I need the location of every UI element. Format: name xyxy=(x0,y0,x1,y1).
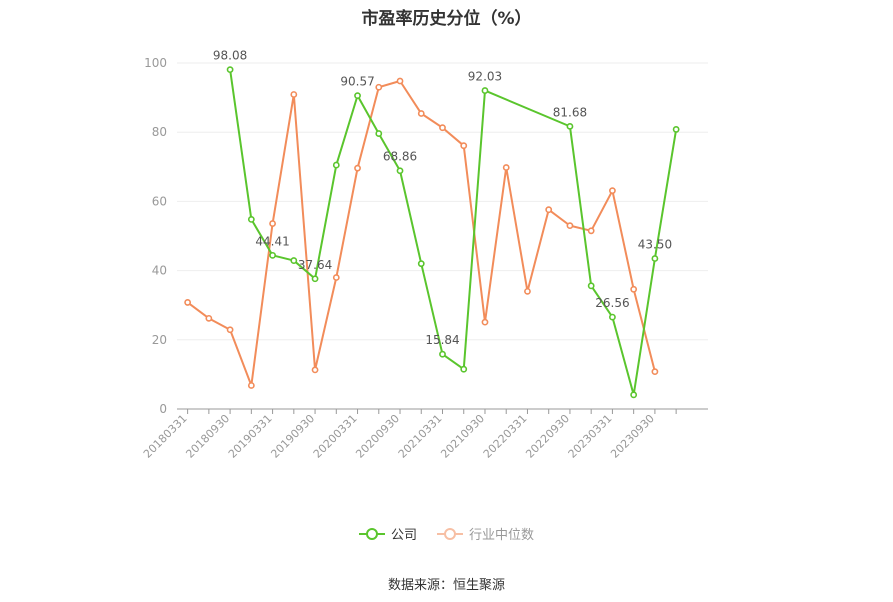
point-company xyxy=(609,313,616,321)
y-tick-label: 60 xyxy=(152,194,167,208)
point-industry xyxy=(354,164,361,172)
x-tick-label: 20190331 xyxy=(226,412,275,461)
point-industry xyxy=(439,124,446,132)
point-industry xyxy=(184,299,192,306)
point-company xyxy=(247,215,255,223)
x-tick-label: 20230930 xyxy=(608,412,657,461)
point-industry xyxy=(609,187,616,195)
point-company xyxy=(269,251,276,259)
point-industry xyxy=(566,222,574,230)
data-label: 81.68 xyxy=(553,105,587,119)
legend: 公司 行业中位数 xyxy=(0,524,893,543)
data-label: 90.57 xyxy=(340,75,374,89)
legend-label-company: 公司 xyxy=(390,528,417,543)
x-tick-label: 20230331 xyxy=(566,412,615,461)
data-label: 43.50 xyxy=(638,237,672,251)
y-tick-label: 0 xyxy=(159,402,167,416)
y-tick-label: 80 xyxy=(152,125,167,139)
point-industry xyxy=(524,287,531,295)
chart-title: 市盈率历史分位（%） xyxy=(361,9,532,29)
point-company xyxy=(460,365,468,373)
point-industry xyxy=(396,77,404,85)
legend-industry-marker-icon xyxy=(437,527,463,541)
point-industry xyxy=(460,142,468,150)
x-tick-label: 20210930 xyxy=(438,412,487,461)
point-industry xyxy=(502,164,510,171)
x-tick-label: 20180930 xyxy=(183,412,232,461)
point-industry xyxy=(205,314,213,322)
data-label: 44.41 xyxy=(255,234,289,248)
point-industry xyxy=(630,285,638,293)
point-company xyxy=(439,350,446,358)
x-tick-label: 20200331 xyxy=(311,412,360,461)
x-tick-label: 20190930 xyxy=(268,412,317,461)
point-industry xyxy=(332,274,340,281)
point-industry xyxy=(587,227,595,235)
point-company xyxy=(651,255,659,262)
data-label: 98.08 xyxy=(213,49,247,63)
point-company xyxy=(375,130,383,137)
point-industry xyxy=(545,206,553,214)
data-label: 15.84 xyxy=(425,333,459,347)
x-tick-label: 20180331 xyxy=(141,412,190,461)
y-tick-label: 20 xyxy=(152,333,167,347)
point-company xyxy=(290,257,298,264)
x-tick-label: 20220930 xyxy=(523,412,572,461)
data-source: 数据来源：恒生聚源 xyxy=(387,578,505,593)
x-tick-label: 20220331 xyxy=(481,412,530,461)
point-industry xyxy=(375,83,383,91)
point-company xyxy=(354,92,361,100)
x-tick-label: 20200930 xyxy=(353,412,402,461)
point-industry xyxy=(290,91,298,98)
legend-company-marker-icon xyxy=(358,527,385,541)
point-industry xyxy=(247,382,255,389)
legend-item-industry[interactable]: 行业中位数 xyxy=(437,524,534,543)
y-tick-label: 100 xyxy=(144,56,167,70)
point-industry xyxy=(226,326,234,334)
point-industry xyxy=(269,220,276,227)
point-company xyxy=(481,87,489,94)
data-label: 92.03 xyxy=(468,70,502,84)
point-industry xyxy=(481,318,489,326)
point-company xyxy=(417,260,425,268)
data-label: 68.86 xyxy=(383,150,417,164)
data-label: 26.56 xyxy=(595,296,629,310)
point-company xyxy=(332,161,340,169)
point-company xyxy=(311,275,319,283)
legend-label-industry: 行业中位数 xyxy=(469,528,535,543)
point-industry xyxy=(311,366,319,374)
legend-item-company[interactable]: 公司 xyxy=(358,524,417,543)
point-company xyxy=(672,126,680,133)
point-company xyxy=(396,167,404,175)
point-industry xyxy=(417,110,425,117)
point-company xyxy=(566,122,574,130)
line-chart: 0 20 40 60 80 100 2018033120180930201903312019… xyxy=(141,49,708,461)
data-label: 37.64 xyxy=(298,258,332,272)
point-company xyxy=(630,391,638,399)
y-tick-label: 40 xyxy=(152,264,167,278)
point-company xyxy=(226,66,234,74)
point-industry xyxy=(651,368,659,376)
x-tick-label: 20210331 xyxy=(396,412,445,461)
point-company xyxy=(587,282,595,290)
